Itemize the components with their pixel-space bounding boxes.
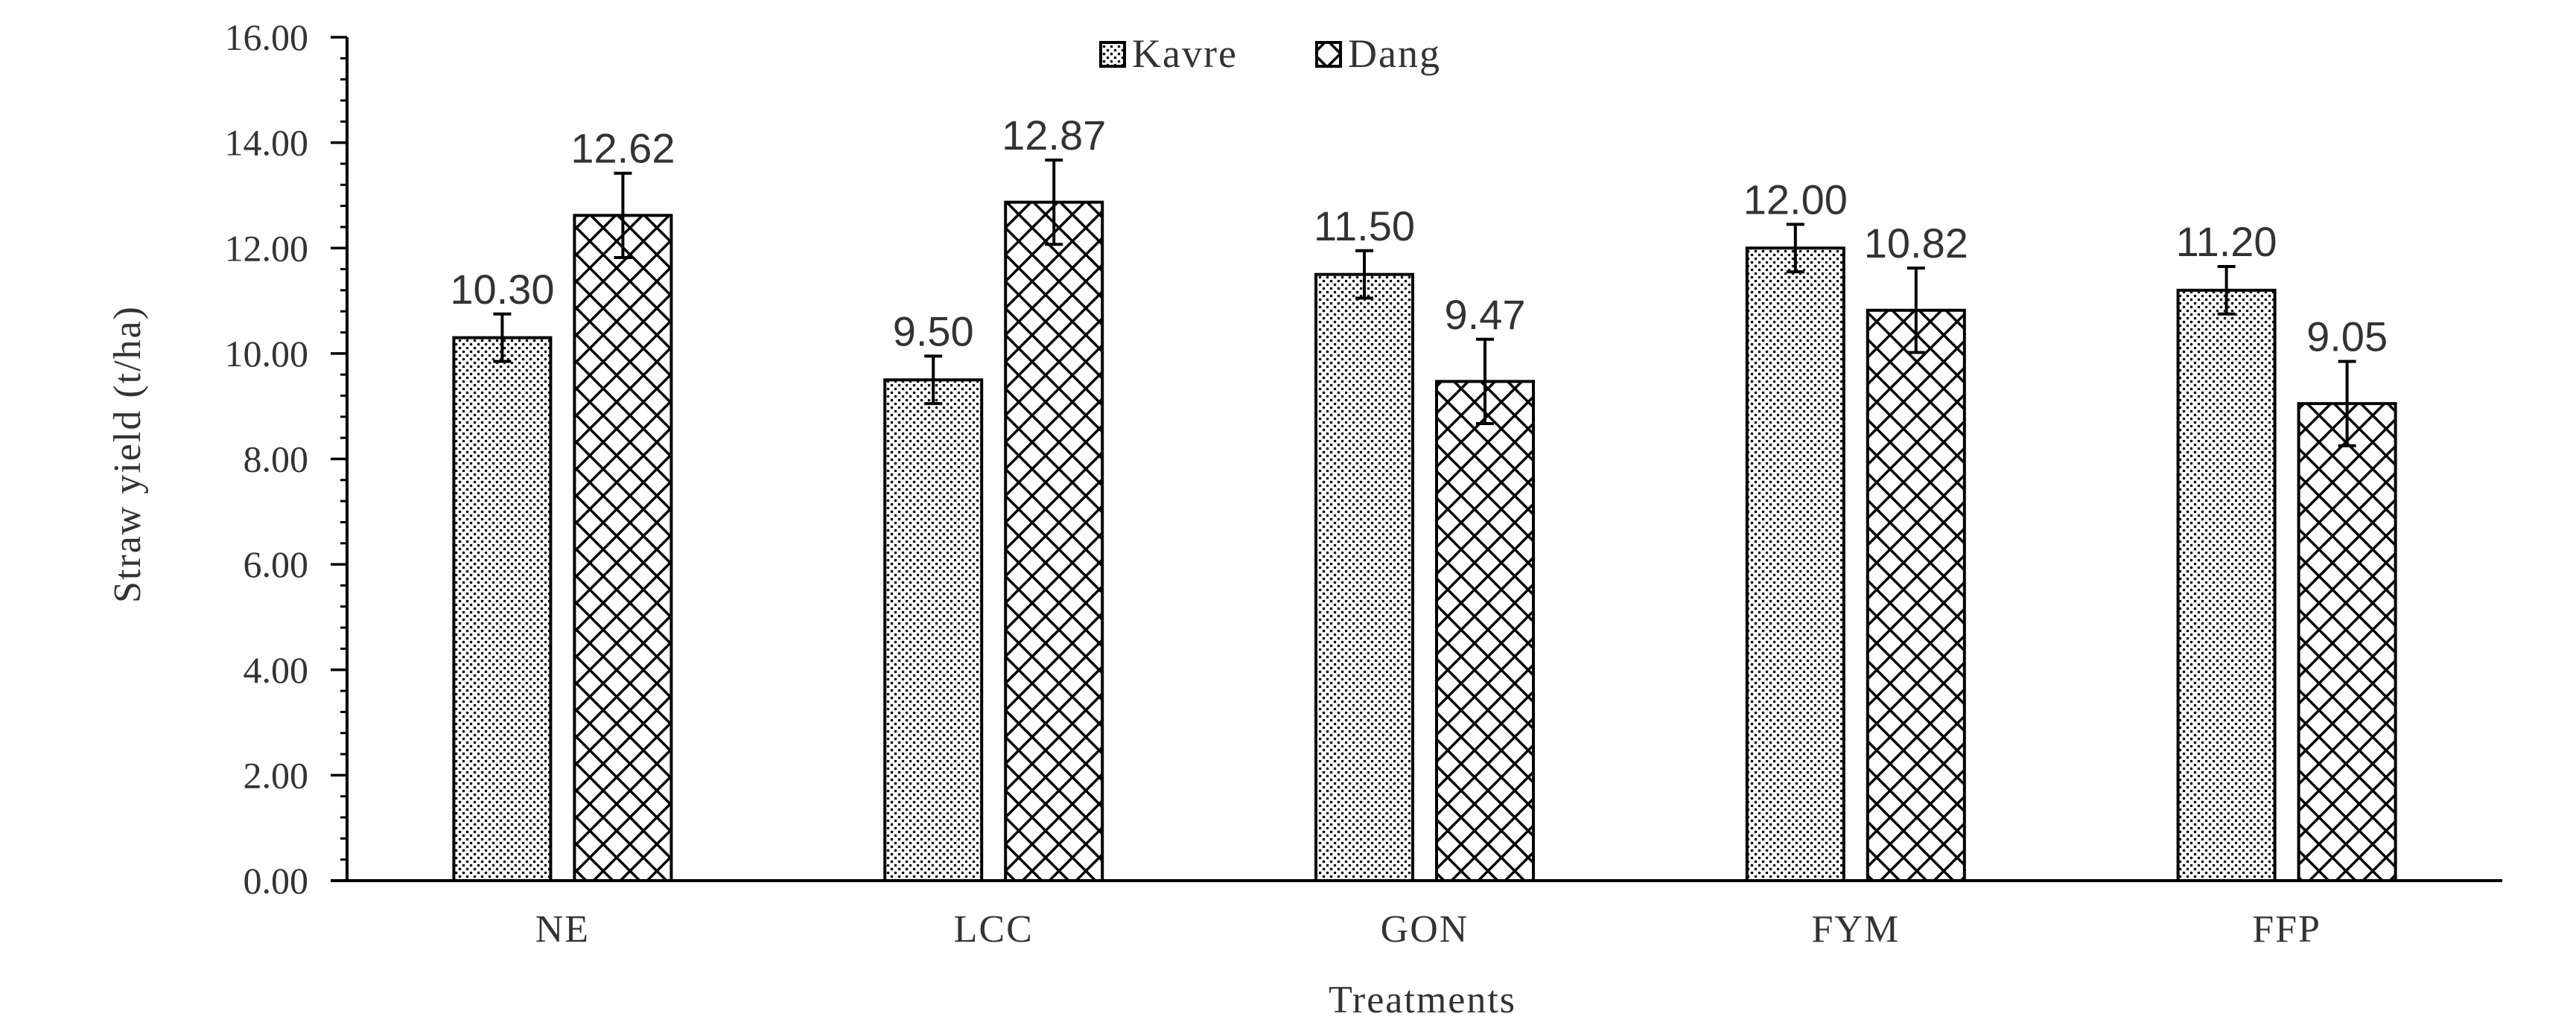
legend-label-kavre: Kavre — [1132, 31, 1238, 76]
y-tick-label: 10.00 — [225, 333, 309, 374]
data-label-kavre-ffp: 11.20 — [2176, 218, 2277, 265]
bar-kavre-ffp — [2176, 288, 2277, 882]
legend-item-dang: Dang — [1315, 31, 1441, 76]
bar-kavre-fym — [1745, 246, 1845, 882]
y-tick-label: 14.00 — [225, 122, 309, 164]
y-tick-label: 8.00 — [244, 438, 309, 480]
data-label-dang-lcc: 12.87 — [1002, 112, 1106, 159]
bar-dang-gon — [1435, 380, 1535, 882]
y-tick-label: 2.00 — [244, 754, 309, 796]
bar-kavre-ne — [452, 336, 553, 883]
data-label-dang-ne: 12.62 — [570, 125, 675, 172]
data-label-dang-ffp: 9.05 — [2306, 313, 2388, 360]
x-tick-label-ne: NE — [535, 908, 590, 951]
bar-kavre-lcc — [883, 378, 984, 882]
bar-dang-fym — [1866, 308, 1966, 882]
y-axis-title: Straw yield (t/ha) — [106, 305, 149, 603]
data-label-kavre-gon: 11.50 — [1314, 202, 1415, 249]
x-tick-label-gon: GON — [1381, 908, 1469, 951]
legend-label-dang: Dang — [1348, 31, 1441, 76]
bar-dang-ffp — [2297, 402, 2397, 882]
y-tick-label: 0.00 — [244, 860, 309, 901]
bar-dang-ne — [573, 214, 673, 882]
data-label-kavre-fym: 12.00 — [1743, 176, 1848, 223]
x-tick-label-ffp: FFP — [2252, 908, 2321, 951]
bar-dang-lcc — [1004, 200, 1104, 882]
plot-area: 0.00 2.00 4.00 6.00 8.00 10.00 12.00 14.00 16.00… — [225, 16, 2502, 951]
data-label-kavre-ne: 10.30 — [450, 266, 554, 313]
legend-item-kavre: Kavre — [1099, 31, 1238, 76]
data-label-dang-fym: 10.82 — [1864, 220, 1968, 267]
y-tick-label: 4.00 — [244, 649, 309, 691]
x-tick-label-fym: FYM — [1811, 908, 1900, 951]
x-axis-title: Treatments — [1329, 979, 1516, 1021]
y-tick-label: 6.00 — [244, 543, 309, 585]
y-tick-label: 16.00 — [225, 16, 309, 58]
bar-kavre-gon — [1314, 272, 1414, 882]
chart-legend: Kavre Dang — [1099, 31, 1441, 76]
x-tick-label-lcc: LCC — [954, 908, 1034, 951]
data-label-kavre-lcc: 9.50 — [893, 307, 974, 354]
legend-swatch-kavre — [1099, 41, 1126, 68]
data-label-dang-gon: 9.47 — [1445, 291, 1526, 338]
legend-swatch-dang — [1315, 41, 1342, 68]
y-tick-label: 12.00 — [225, 227, 309, 269]
